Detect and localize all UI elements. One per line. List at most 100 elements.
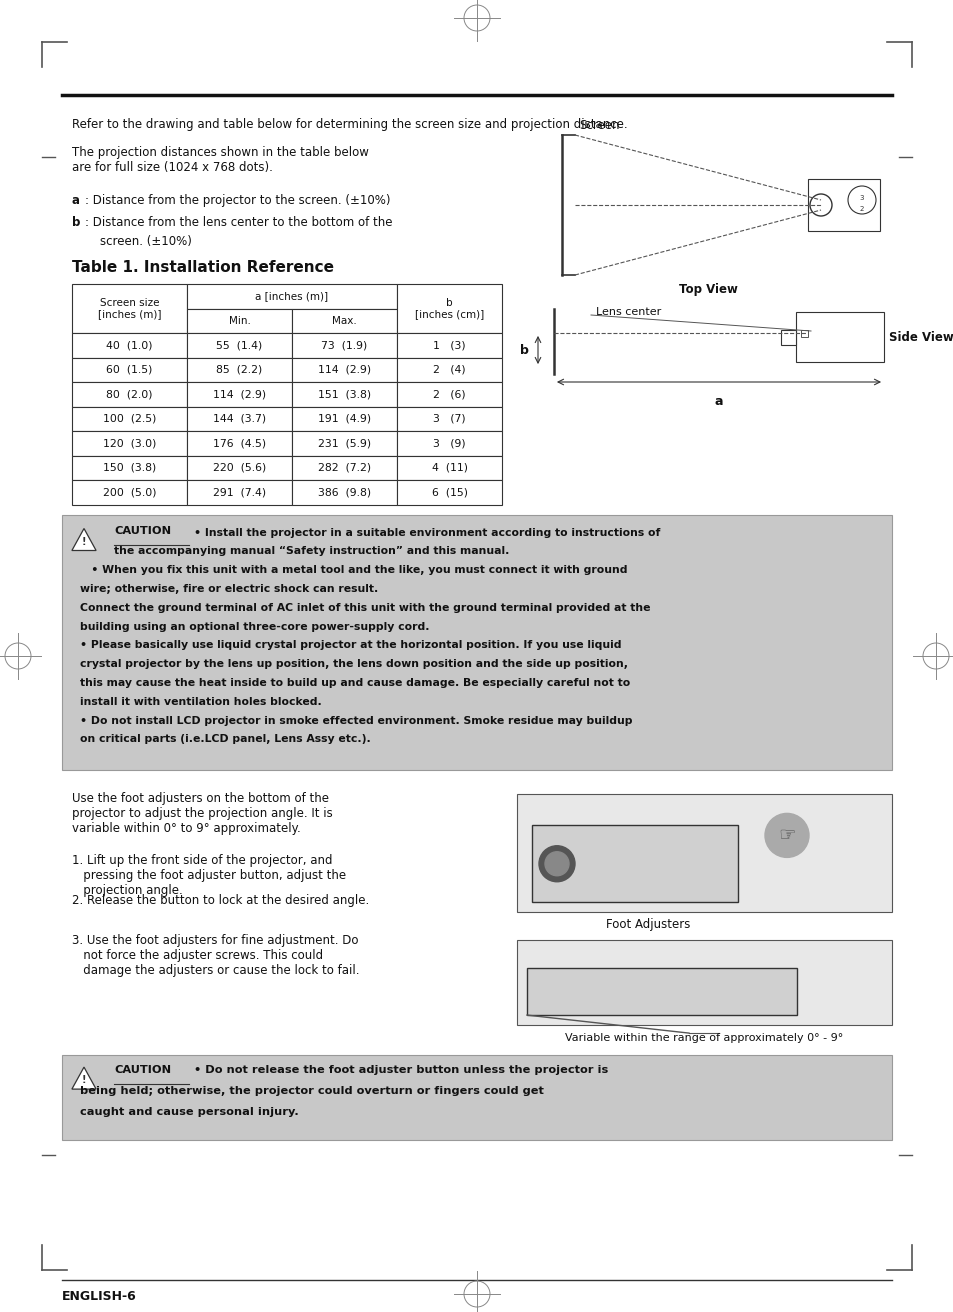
FancyBboxPatch shape <box>187 333 292 357</box>
Text: Connect the ground terminal of AC inlet of this unit with the ground terminal pr: Connect the ground terminal of AC inlet … <box>80 602 650 613</box>
Text: 85  (2.2): 85 (2.2) <box>216 365 262 375</box>
FancyBboxPatch shape <box>396 283 501 333</box>
FancyBboxPatch shape <box>396 432 501 455</box>
FancyBboxPatch shape <box>396 333 501 357</box>
Circle shape <box>538 846 575 882</box>
Text: Refer to the drawing and table below for determining the screen size and project: Refer to the drawing and table below for… <box>71 118 627 131</box>
Text: 114  (2.9): 114 (2.9) <box>317 365 371 375</box>
Text: 282  (7.2): 282 (7.2) <box>317 463 371 472</box>
FancyBboxPatch shape <box>292 432 396 455</box>
FancyBboxPatch shape <box>62 1055 891 1140</box>
Polygon shape <box>71 529 96 551</box>
FancyBboxPatch shape <box>71 333 187 357</box>
FancyBboxPatch shape <box>71 283 187 333</box>
Text: !: ! <box>82 1076 86 1085</box>
FancyBboxPatch shape <box>517 941 891 1025</box>
FancyBboxPatch shape <box>187 407 292 432</box>
Text: the accompanying manual “Safety instruction” and this manual.: the accompanying manual “Safety instruct… <box>113 546 509 556</box>
FancyBboxPatch shape <box>292 480 396 505</box>
Text: b: b <box>519 344 528 357</box>
Text: • Install the projector in a suitable environment according to instructions of: • Install the projector in a suitable en… <box>193 527 659 538</box>
FancyBboxPatch shape <box>71 432 187 455</box>
Text: • Do not install LCD projector in smoke effected environment. Smoke residue may : • Do not install LCD projector in smoke … <box>80 715 632 726</box>
FancyBboxPatch shape <box>187 308 292 333</box>
Text: Max.: Max. <box>332 316 356 325</box>
FancyBboxPatch shape <box>187 283 396 308</box>
Text: a: a <box>71 194 80 207</box>
FancyBboxPatch shape <box>187 357 292 382</box>
Text: ENGLISH-6: ENGLISH-6 <box>62 1290 136 1303</box>
FancyBboxPatch shape <box>801 329 807 336</box>
Text: b
[inches (cm)]: b [inches (cm)] <box>415 298 483 319</box>
Text: 60  (1.5): 60 (1.5) <box>106 365 152 375</box>
Polygon shape <box>71 1067 96 1089</box>
FancyBboxPatch shape <box>71 455 187 480</box>
FancyBboxPatch shape <box>396 407 501 432</box>
FancyBboxPatch shape <box>781 329 795 345</box>
Text: 1. Lift up the front side of the projector, and
   pressing the foot adjuster bu: 1. Lift up the front side of the project… <box>71 854 346 897</box>
FancyBboxPatch shape <box>396 480 501 505</box>
FancyBboxPatch shape <box>517 794 891 912</box>
FancyBboxPatch shape <box>187 455 292 480</box>
FancyBboxPatch shape <box>292 382 396 407</box>
FancyBboxPatch shape <box>71 407 187 432</box>
Text: CAUTION: CAUTION <box>113 1065 171 1075</box>
Text: 191  (4.9): 191 (4.9) <box>317 413 371 424</box>
Text: 73  (1.9): 73 (1.9) <box>321 340 367 350</box>
FancyBboxPatch shape <box>187 382 292 407</box>
Text: Foot Adjusters: Foot Adjusters <box>605 918 690 932</box>
Text: 3. Use the foot adjusters for fine adjustment. Do
   not force the adjuster scre: 3. Use the foot adjusters for fine adjus… <box>71 934 359 977</box>
Text: 55  (1.4): 55 (1.4) <box>216 340 262 350</box>
Text: 151  (3.8): 151 (3.8) <box>317 390 371 399</box>
Text: 1   (3): 1 (3) <box>433 340 465 350</box>
Text: • When you fix this unit with a metal tool and the like, you must connect it wit: • When you fix this unit with a metal to… <box>80 565 627 575</box>
Text: 2   (6): 2 (6) <box>433 390 465 399</box>
Text: : Distance from the projector to the screen. (±10%): : Distance from the projector to the scr… <box>85 194 390 207</box>
Text: • Do not release the foot adjuster button unless the projector is: • Do not release the foot adjuster butto… <box>193 1065 608 1075</box>
FancyBboxPatch shape <box>807 178 879 231</box>
Text: Min.: Min. <box>229 316 251 325</box>
Circle shape <box>544 851 568 875</box>
Text: Side View: Side View <box>888 331 953 344</box>
Text: 2: 2 <box>859 206 863 213</box>
Text: a: a <box>714 395 722 408</box>
Text: 80  (2.0): 80 (2.0) <box>106 390 152 399</box>
Text: Use the foot adjusters on the bottom of the
projector to adjust the projection a: Use the foot adjusters on the bottom of … <box>71 792 333 836</box>
FancyBboxPatch shape <box>292 357 396 382</box>
Text: 144  (3.7): 144 (3.7) <box>213 413 266 424</box>
Text: 2. Release the button to lock at the desired angle.: 2. Release the button to lock at the des… <box>71 893 369 907</box>
Text: this may cause the heat inside to build up and cause damage. Be especially caref: this may cause the heat inside to build … <box>80 678 630 687</box>
Text: 176  (4.5): 176 (4.5) <box>213 438 266 449</box>
Text: 120  (3.0): 120 (3.0) <box>103 438 156 449</box>
FancyBboxPatch shape <box>187 432 292 455</box>
FancyBboxPatch shape <box>292 407 396 432</box>
FancyBboxPatch shape <box>71 382 187 407</box>
Text: being held; otherwise, the projector could overturn or fingers could get: being held; otherwise, the projector cou… <box>80 1086 543 1096</box>
Text: screen. (±10%): screen. (±10%) <box>100 235 192 248</box>
Text: 100  (2.5): 100 (2.5) <box>103 413 156 424</box>
Text: 40  (1.0): 40 (1.0) <box>106 340 152 350</box>
FancyBboxPatch shape <box>532 825 738 903</box>
FancyBboxPatch shape <box>396 382 501 407</box>
Text: 386  (9.8): 386 (9.8) <box>317 487 371 497</box>
Text: : Distance from the lens center to the bottom of the: : Distance from the lens center to the b… <box>85 216 392 230</box>
Text: 291  (7.4): 291 (7.4) <box>213 487 266 497</box>
Text: 4  (11): 4 (11) <box>431 463 467 472</box>
Text: Top View: Top View <box>678 283 737 297</box>
Text: ☞: ☞ <box>778 825 795 845</box>
Text: Screen size
[inches (m)]: Screen size [inches (m)] <box>97 298 161 319</box>
FancyBboxPatch shape <box>187 480 292 505</box>
FancyBboxPatch shape <box>396 357 501 382</box>
Text: crystal projector by the lens up position, the lens down position and the side u: crystal projector by the lens up positio… <box>80 659 627 669</box>
Text: b: b <box>71 216 80 230</box>
Text: 114  (2.9): 114 (2.9) <box>213 390 266 399</box>
Text: 3   (7): 3 (7) <box>433 413 465 424</box>
Text: wire; otherwise, fire or electric shock can result.: wire; otherwise, fire or electric shock … <box>80 584 377 594</box>
Text: on critical parts (i.e.LCD panel, Lens Assy etc.).: on critical parts (i.e.LCD panel, Lens A… <box>80 735 371 744</box>
FancyBboxPatch shape <box>292 308 396 333</box>
FancyBboxPatch shape <box>526 968 796 1015</box>
Text: Variable within the range of approximately 0° - 9°: Variable within the range of approximate… <box>565 1033 842 1043</box>
Circle shape <box>764 813 808 858</box>
FancyBboxPatch shape <box>71 480 187 505</box>
Text: Lens center: Lens center <box>596 307 660 318</box>
